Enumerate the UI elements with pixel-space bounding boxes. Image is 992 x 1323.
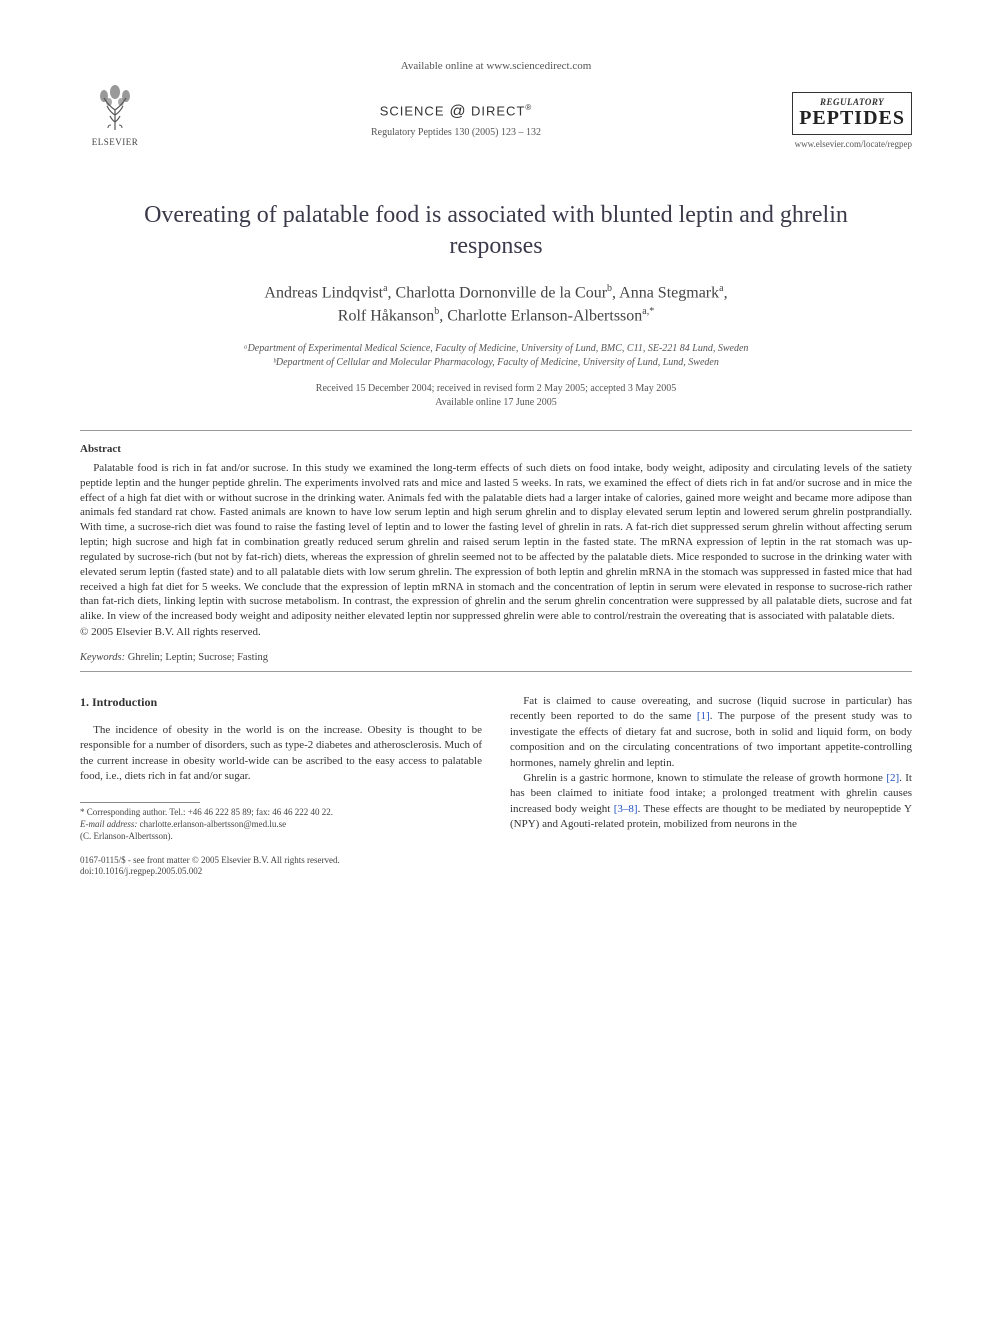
- footer-doi: doi:10.1016/j.regpep.2005.05.002: [80, 866, 482, 878]
- keywords-label: Keywords:: [80, 652, 125, 663]
- elsevier-logo: ELSEVIER: [80, 80, 150, 160]
- authors: Andreas Lindqvista, Charlotta Dornonvill…: [80, 282, 912, 327]
- keywords-text: Ghrelin; Leptin; Sucrose; Fasting: [125, 652, 268, 663]
- intro-heading: 1. Introduction: [80, 694, 482, 711]
- footnote-email: charlotte.erlanson-albertsson@med.lu.se: [137, 819, 286, 829]
- affiliations: ᵃDepartment of Experimental Medical Scie…: [80, 342, 912, 370]
- journal-regulatory: REGULATORY: [799, 97, 905, 107]
- auth-sep2: , Anna Stegmark: [612, 285, 719, 302]
- article-title: Overeating of palatable food is associat…: [120, 200, 872, 262]
- footnote-email-label: E-mail address:: [80, 819, 137, 829]
- abstract-heading: Abstract: [80, 443, 912, 455]
- body-columns: 1. Introduction The incidence of obesity…: [80, 694, 912, 878]
- column-left: 1. Introduction The incidence of obesity…: [80, 694, 482, 878]
- footnote-rule: [80, 802, 200, 803]
- column-right: Fat is claimed to cause overeating, and …: [510, 694, 912, 878]
- dates-received: Received 15 December 2004; received in r…: [80, 382, 912, 396]
- auth-sep1: , Charlotta Dornonville de la Cour: [388, 285, 608, 302]
- sd-at-icon: @: [449, 103, 466, 120]
- journal-box: REGULATORY PEPTIDES www.elsevier.com/loc…: [762, 92, 912, 149]
- science-direct-logo: SCIENCE @ DIRECT®: [150, 103, 762, 121]
- auth-sep4: , Charlotte Erlanson-Albertsson: [439, 307, 642, 324]
- abstract-body: Palatable food is rich in fat and/or suc…: [80, 461, 912, 624]
- footer-issn: 0167-0115/$ - see front matter © 2005 El…: [80, 855, 482, 867]
- journal-peptides: PEPTIDES: [799, 107, 905, 130]
- col2-p2: Ghrelin is a gastric hormone, known to s…: [510, 771, 912, 833]
- auth-sep3: ,: [724, 285, 728, 302]
- elsevier-tree-icon: [90, 80, 140, 135]
- rule-bottom: [80, 671, 912, 672]
- center-header: SCIENCE @ DIRECT® Regulatory Peptides 13…: [150, 103, 762, 138]
- author-4: Rolf Håkanson: [338, 307, 434, 324]
- citation-text: Regulatory Peptides 130 (2005) 123 – 132: [150, 127, 762, 138]
- footnote-email-line: E-mail address: charlotte.erlanson-alber…: [80, 819, 482, 831]
- ref-link-2[interactable]: [2]: [886, 772, 899, 784]
- rule-top: [80, 430, 912, 431]
- sd-word2: DIRECT: [471, 103, 525, 118]
- copyright-line: © 2005 Elsevier B.V. All rights reserved…: [80, 626, 912, 638]
- sd-word1: SCIENCE: [380, 103, 445, 118]
- footnote-corresponding: * Corresponding author. Tel.: +46 46 222…: [80, 807, 482, 819]
- available-online-text: Available online at www.sciencedirect.co…: [80, 60, 912, 72]
- footnote-name: (C. Erlanson-Albertsson).: [80, 831, 482, 843]
- affiliation-b: ᵇDepartment of Cellular and Molecular Ph…: [80, 356, 912, 370]
- ref-link-3[interactable]: [3–8]: [614, 803, 638, 815]
- article-dates: Received 15 December 2004; received in r…: [80, 382, 912, 410]
- journal-url: www.elsevier.com/locate/regpep: [762, 139, 912, 149]
- intro-p1: The incidence of obesity in the world is…: [80, 723, 482, 785]
- col2-p1: Fat is claimed to cause overeating, and …: [510, 694, 912, 771]
- ref-link-1[interactable]: [1]: [697, 710, 710, 722]
- author-1: Andreas Lindqvist: [264, 285, 383, 302]
- header-row: ELSEVIER SCIENCE @ DIRECT® Regulatory Pe…: [80, 80, 912, 160]
- keywords: Keywords: Ghrelin; Leptin; Sucrose; Fast…: [80, 652, 912, 663]
- author-5-sup: a,*: [642, 306, 654, 317]
- col2-p2a: Ghrelin is a gastric hormone, known to s…: [523, 772, 886, 784]
- footnote-block: * Corresponding author. Tel.: +46 46 222…: [80, 807, 482, 842]
- footer-meta: 0167-0115/$ - see front matter © 2005 El…: [80, 855, 482, 878]
- elsevier-text: ELSEVIER: [80, 137, 150, 147]
- dates-online: Available online 17 June 2005: [80, 396, 912, 410]
- affiliation-a: ᵃDepartment of Experimental Medical Scie…: [80, 342, 912, 356]
- journal-logo: REGULATORY PEPTIDES: [792, 92, 912, 135]
